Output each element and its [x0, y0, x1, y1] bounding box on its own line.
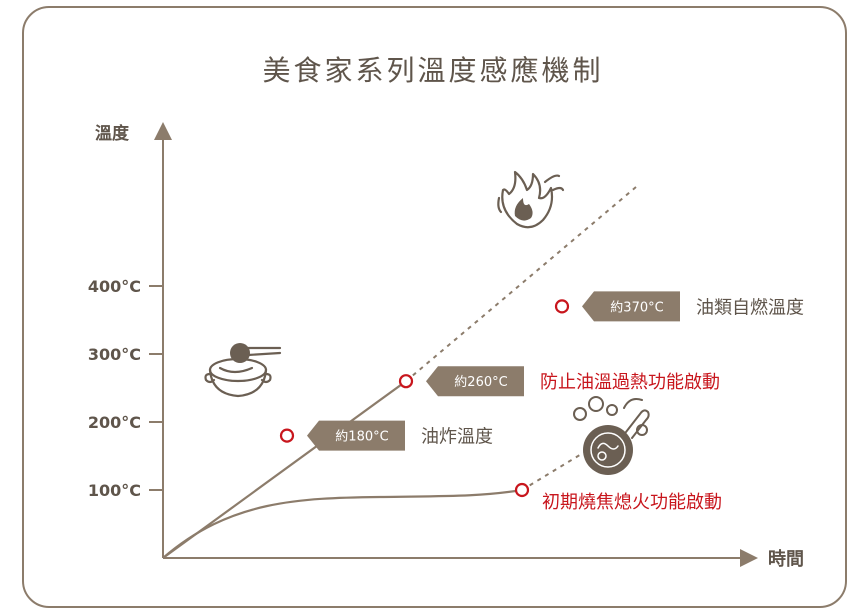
value-tag-label: 約260°C	[454, 375, 507, 390]
y-ticks: 100°C 200°C 300°C 400°C	[88, 277, 163, 500]
value-tag	[426, 366, 524, 397]
data-point	[279, 428, 295, 443]
chart-title: 美食家系列溫度感應機制	[262, 54, 603, 87]
series-line-lower-extension	[521, 449, 589, 491]
y-axis-arrow	[154, 122, 172, 140]
x-axis-arrow	[740, 549, 758, 567]
pan-with-smoke-icon	[573, 396, 650, 475]
markers: 約180°C 油炸溫度 約260°C 防止油溫過熱功能啟動 約370°C 油類自燃溫度初期…	[279, 291, 804, 513]
marker-label: 防止油溫過熱功能啟動	[540, 372, 720, 393]
value-tag-label: 約180°C	[335, 430, 388, 445]
axes: 溫度 時間	[95, 122, 804, 570]
marker-label: 初期燒焦熄火功能啟動	[542, 492, 722, 513]
card-frame	[22, 6, 847, 608]
x-axis-label: 時間	[768, 549, 804, 570]
value-tag	[307, 420, 405, 451]
y-axis-label: 溫度	[95, 123, 130, 144]
y-tick-label: 200°C	[88, 413, 141, 432]
data-point	[554, 299, 570, 314]
marker-label: 油類自燃溫度	[696, 297, 804, 318]
marker-label: 油炸溫度	[421, 427, 493, 448]
series-line-lower	[162, 488, 523, 559]
y-tick-label: 400°C	[88, 277, 141, 296]
value-tag	[582, 291, 680, 322]
y-tick-label: 300°C	[88, 345, 141, 364]
data-point	[514, 482, 530, 498]
pot-with-chopsticks-icon	[204, 343, 282, 398]
value-tag-label: 約370°C	[610, 300, 663, 315]
fire-icon	[497, 170, 565, 229]
y-tick-label: 100°C	[88, 481, 141, 500]
data-point	[398, 374, 414, 389]
